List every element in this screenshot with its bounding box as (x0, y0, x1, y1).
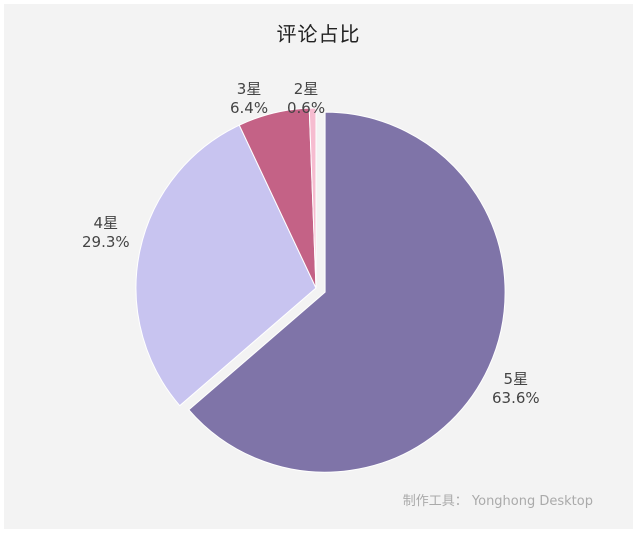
slice-percent-3-star: 6.4% (230, 99, 269, 117)
pie-slice-2星[interactable] (308, 107, 317, 289)
slice-percent-4-star: 29.3% (82, 233, 130, 251)
slice-name-2-star: 2星 (293, 80, 319, 98)
slice-label-4-star: 4星 29.3% (82, 214, 130, 252)
slice-label-2-star: 2星 0.6% (287, 80, 325, 118)
pie-slice-4星[interactable] (135, 124, 317, 407)
slice-label-3-star: 3星 6.4% (230, 80, 268, 118)
watermark-text: 制作工具： Yonghong Desktop (402, 494, 593, 509)
chart-title: 评论占比 (276, 22, 361, 46)
slice-percent-2-star: 0.6% (287, 99, 326, 117)
slice-name-3-star: 3星 (236, 80, 262, 98)
slice-name-4-star: 4星 (93, 214, 119, 232)
chart-frame: 评论占比 5星 63.6% 4星 29.3% 3星 6.4% 2星 0.6% 制… (4, 4, 633, 529)
pie-chart (135, 107, 506, 473)
slice-label-5-star: 5星 63.6% (492, 370, 540, 408)
pie-slice-5星[interactable] (188, 111, 506, 473)
slice-percent-5-star: 63.6% (492, 389, 540, 407)
slice-name-5-star: 5星 (503, 370, 529, 388)
